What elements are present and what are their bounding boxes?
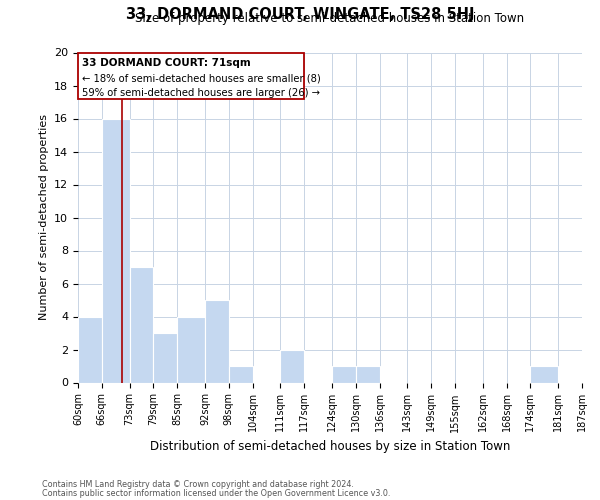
Y-axis label: Number of semi-detached properties: Number of semi-detached properties bbox=[38, 114, 49, 320]
X-axis label: Distribution of semi-detached houses by size in Station Town: Distribution of semi-detached houses by … bbox=[150, 440, 510, 453]
Text: 33, DORMAND COURT, WINGATE, TS28 5HJ: 33, DORMAND COURT, WINGATE, TS28 5HJ bbox=[126, 8, 474, 22]
Bar bbox=[332, 366, 356, 382]
Bar bbox=[177, 316, 205, 382]
Text: Contains public sector information licensed under the Open Government Licence v3: Contains public sector information licen… bbox=[42, 488, 391, 498]
Bar bbox=[205, 300, 229, 382]
Bar bbox=[356, 366, 380, 382]
Title: Size of property relative to semi-detached houses in Station Town: Size of property relative to semi-detach… bbox=[136, 12, 524, 25]
Bar bbox=[130, 267, 154, 382]
FancyBboxPatch shape bbox=[78, 52, 304, 98]
Text: 33 DORMAND COURT: 71sqm: 33 DORMAND COURT: 71sqm bbox=[82, 58, 251, 68]
Text: Contains HM Land Registry data © Crown copyright and database right 2024.: Contains HM Land Registry data © Crown c… bbox=[42, 480, 354, 489]
Bar bbox=[102, 118, 130, 382]
Bar bbox=[154, 333, 177, 382]
Bar bbox=[229, 366, 253, 382]
Bar bbox=[280, 350, 304, 382]
Bar bbox=[530, 366, 558, 382]
Text: 59% of semi-detached houses are larger (26) →: 59% of semi-detached houses are larger (… bbox=[82, 88, 320, 98]
Bar bbox=[78, 316, 102, 382]
Text: ← 18% of semi-detached houses are smaller (8): ← 18% of semi-detached houses are smalle… bbox=[82, 73, 321, 83]
